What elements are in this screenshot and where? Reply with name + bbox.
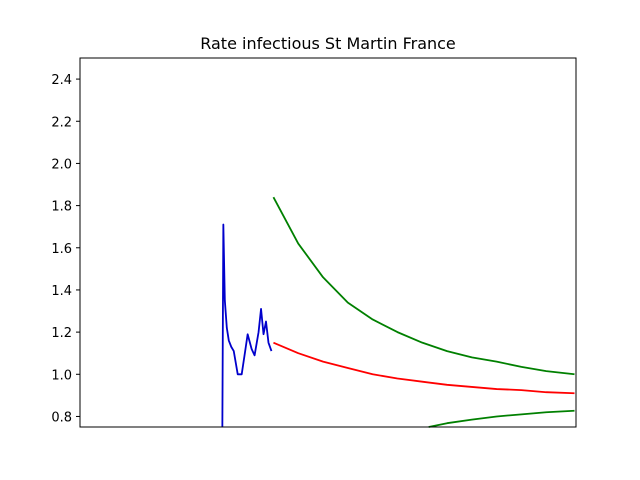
series-line-4 — [428, 409, 575, 428]
chart-title: Rate infectious St Martin France — [200, 34, 456, 53]
y-tick-label: 1.2 — [51, 326, 72, 341]
y-tick-label: 2.2 — [51, 115, 72, 130]
y-tick-label: 1.6 — [51, 242, 72, 257]
series-line-1 — [221, 223, 273, 428]
y-axis: 0.8 1.0 1.2 1.4 1.6 1.8 2.0 2.2 2.4 — [51, 73, 80, 425]
y-tick-label: 1.0 — [51, 368, 72, 383]
y-tick-label: 1.4 — [51, 284, 72, 299]
plot-frame — [79, 57, 577, 428]
series-line-3 — [272, 196, 575, 376]
series-line-2 — [273, 341, 575, 395]
y-tick-label: 0.8 — [51, 410, 72, 425]
y-tick-label: 2.4 — [51, 73, 72, 88]
y-tick-label: 2.0 — [51, 157, 72, 172]
y-tick-label: 1.8 — [51, 200, 72, 215]
series-layer — [221, 196, 575, 428]
